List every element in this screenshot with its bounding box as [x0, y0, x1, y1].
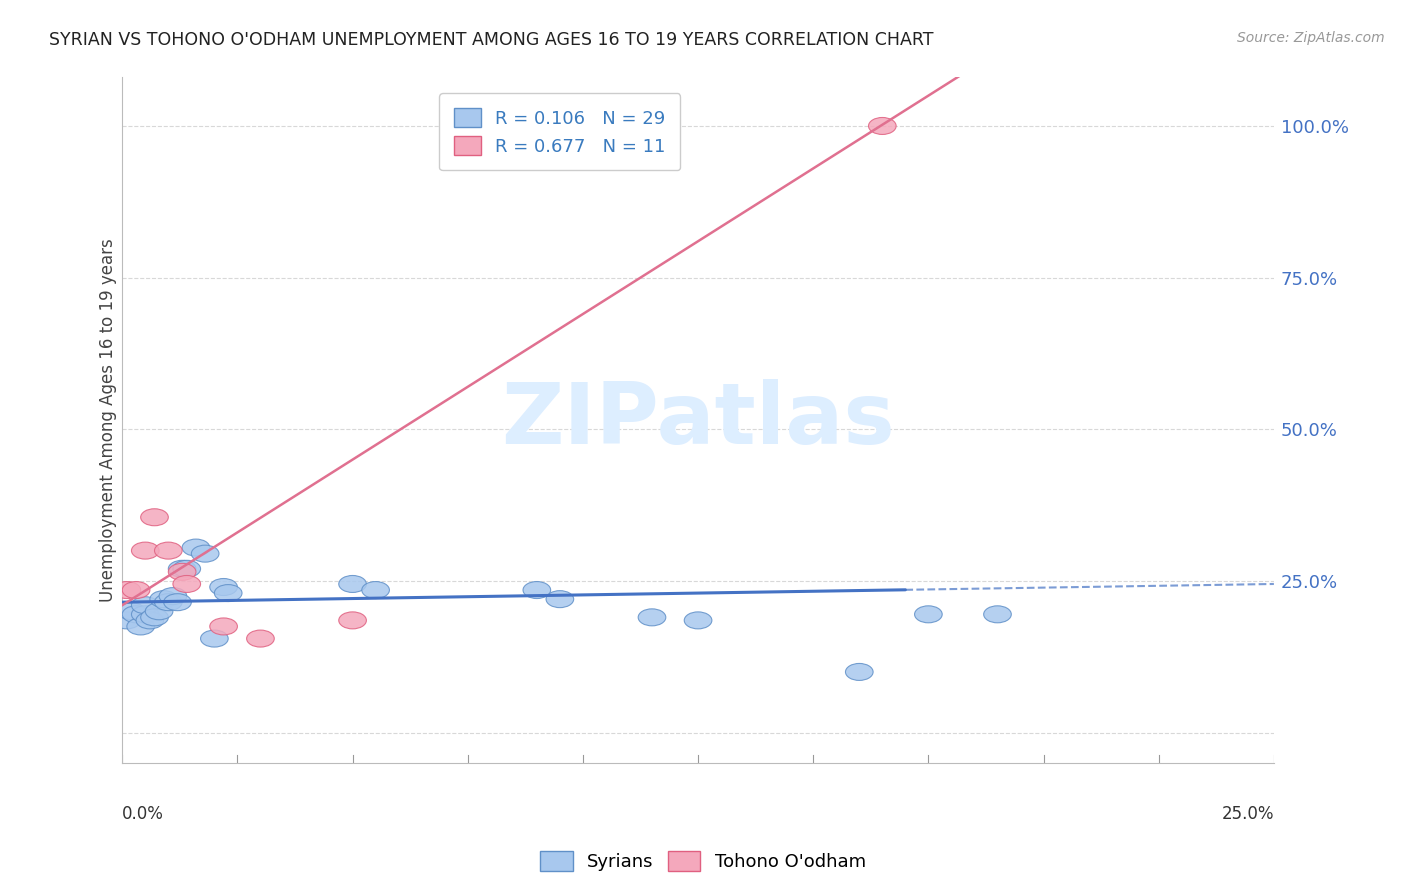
- Ellipse shape: [339, 612, 367, 629]
- Ellipse shape: [112, 582, 141, 599]
- Ellipse shape: [155, 542, 183, 559]
- Ellipse shape: [173, 560, 201, 577]
- Y-axis label: Unemployment Among Ages 16 to 19 years: Unemployment Among Ages 16 to 19 years: [100, 238, 117, 602]
- Ellipse shape: [361, 582, 389, 599]
- Ellipse shape: [201, 630, 228, 647]
- Legend: R = 0.106   N = 29, R = 0.677   N = 11: R = 0.106 N = 29, R = 0.677 N = 11: [440, 94, 681, 170]
- Ellipse shape: [118, 603, 145, 620]
- Ellipse shape: [984, 606, 1011, 623]
- Ellipse shape: [523, 582, 551, 599]
- Text: 0.0%: 0.0%: [122, 805, 165, 823]
- Text: 25.0%: 25.0%: [1222, 805, 1274, 823]
- Ellipse shape: [209, 579, 238, 596]
- Ellipse shape: [155, 594, 183, 611]
- Ellipse shape: [173, 575, 201, 592]
- Ellipse shape: [546, 591, 574, 607]
- Ellipse shape: [869, 118, 896, 135]
- Ellipse shape: [191, 545, 219, 562]
- Ellipse shape: [127, 618, 155, 635]
- Ellipse shape: [132, 597, 159, 614]
- Ellipse shape: [141, 508, 169, 525]
- Text: ZIPatlas: ZIPatlas: [501, 379, 896, 462]
- Ellipse shape: [132, 606, 159, 623]
- Ellipse shape: [159, 588, 187, 605]
- Ellipse shape: [339, 575, 367, 592]
- Ellipse shape: [112, 612, 141, 629]
- Ellipse shape: [145, 603, 173, 620]
- Ellipse shape: [122, 606, 150, 623]
- Ellipse shape: [150, 591, 177, 607]
- Ellipse shape: [132, 542, 159, 559]
- Ellipse shape: [122, 582, 150, 599]
- Ellipse shape: [169, 560, 195, 577]
- Text: SYRIAN VS TOHONO O'ODHAM UNEMPLOYMENT AMONG AGES 16 TO 19 YEARS CORRELATION CHAR: SYRIAN VS TOHONO O'ODHAM UNEMPLOYMENT AM…: [49, 31, 934, 49]
- Legend: Syrians, Tohono O'odham: Syrians, Tohono O'odham: [533, 844, 873, 879]
- Ellipse shape: [169, 564, 195, 581]
- Ellipse shape: [638, 609, 666, 626]
- Ellipse shape: [685, 612, 711, 629]
- Ellipse shape: [141, 609, 169, 626]
- Ellipse shape: [246, 630, 274, 647]
- Ellipse shape: [163, 594, 191, 611]
- Ellipse shape: [214, 584, 242, 601]
- Ellipse shape: [136, 612, 163, 629]
- Ellipse shape: [914, 606, 942, 623]
- Ellipse shape: [845, 664, 873, 681]
- Text: Source: ZipAtlas.com: Source: ZipAtlas.com: [1237, 31, 1385, 45]
- Ellipse shape: [209, 618, 238, 635]
- Ellipse shape: [183, 539, 209, 556]
